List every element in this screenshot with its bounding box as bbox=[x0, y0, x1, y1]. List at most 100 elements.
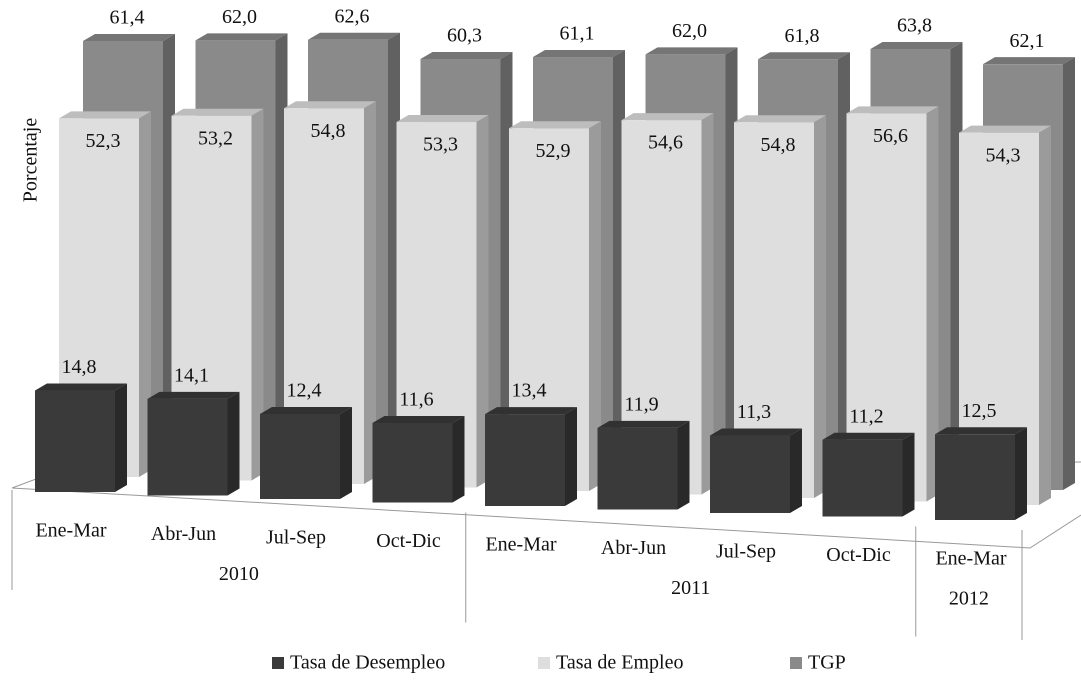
bar-top bbox=[171, 108, 264, 116]
value-label: 53,3 bbox=[423, 134, 458, 156]
bar-top bbox=[35, 383, 127, 391]
bar-top bbox=[959, 125, 1051, 133]
bar-side bbox=[589, 121, 601, 491]
bar-side bbox=[139, 111, 151, 477]
value-label: 62,0 bbox=[222, 6, 257, 28]
bar-side bbox=[364, 101, 376, 484]
value-label: 14,1 bbox=[174, 364, 209, 386]
bar-top bbox=[83, 33, 175, 41]
bar bbox=[35, 390, 115, 492]
bar-top bbox=[870, 42, 963, 50]
value-label: 12,4 bbox=[287, 380, 322, 402]
x-tick-label: Jul-Sep bbox=[266, 527, 326, 549]
bar-side bbox=[1039, 125, 1051, 506]
value-label: 63,8 bbox=[897, 15, 932, 37]
bar bbox=[597, 427, 678, 510]
value-label: 13,4 bbox=[512, 380, 547, 402]
value-label: 54,8 bbox=[311, 120, 346, 142]
legend-label: TGP bbox=[808, 652, 846, 674]
value-label: 14,8 bbox=[62, 356, 97, 378]
value-label: 61,8 bbox=[785, 25, 820, 47]
bar-side bbox=[926, 106, 939, 502]
value-label: 54,6 bbox=[648, 132, 683, 154]
bar-side bbox=[790, 428, 802, 513]
bar-top bbox=[372, 415, 465, 423]
bar-top bbox=[485, 407, 577, 415]
group-label: 2012 bbox=[949, 588, 989, 610]
bar-top bbox=[396, 115, 489, 123]
value-label: 11,6 bbox=[399, 389, 433, 411]
bar-side bbox=[701, 113, 714, 495]
bar-side bbox=[1063, 57, 1075, 491]
bar-side bbox=[677, 420, 690, 510]
bar-top bbox=[983, 57, 1075, 65]
bar-side bbox=[115, 383, 127, 492]
bar-side bbox=[565, 407, 577, 506]
bar-side bbox=[340, 406, 352, 499]
x-tick-label: Ene-Mar bbox=[485, 534, 556, 556]
x-tick-label: Ene-Mar bbox=[35, 520, 106, 542]
x-tick-label: Abr-Jun bbox=[151, 523, 216, 545]
bar-side bbox=[1015, 427, 1027, 520]
value-label: 12,5 bbox=[962, 400, 997, 422]
bar bbox=[260, 413, 340, 499]
legend-swatch bbox=[538, 657, 550, 669]
bar-side bbox=[452, 415, 465, 503]
group-label: 2011 bbox=[671, 577, 710, 599]
value-label: 53,2 bbox=[198, 127, 233, 149]
x-tick-label: Oct-Dic bbox=[376, 530, 441, 552]
x-tick-label: Jul-Sep bbox=[716, 541, 776, 563]
value-label: 54,3 bbox=[986, 144, 1021, 166]
value-label: 11,9 bbox=[624, 393, 658, 415]
x-tick-label: Abr-Jun bbox=[601, 537, 666, 559]
bar-top bbox=[308, 32, 400, 40]
bar-side bbox=[227, 391, 240, 496]
legend-label: Tasa de Empleo bbox=[556, 652, 683, 674]
value-label: 11,2 bbox=[849, 405, 883, 427]
legend-swatch bbox=[272, 657, 284, 669]
value-label: 61,4 bbox=[110, 7, 145, 29]
value-label: 62,6 bbox=[335, 5, 370, 27]
value-label: 62,0 bbox=[672, 20, 707, 42]
value-label: 60,3 bbox=[447, 25, 482, 47]
bar-top bbox=[195, 33, 288, 41]
bar-side bbox=[251, 108, 264, 481]
bar-side bbox=[476, 115, 489, 488]
value-label: 52,3 bbox=[86, 130, 121, 152]
bar bbox=[147, 398, 228, 496]
floor-front bbox=[11, 487, 1081, 549]
bar bbox=[372, 422, 453, 503]
bar-top bbox=[509, 121, 601, 129]
bar-top bbox=[533, 50, 625, 58]
bar bbox=[485, 414, 565, 506]
bar-top bbox=[846, 106, 939, 114]
bar-top bbox=[420, 52, 513, 60]
group-label: 2010 bbox=[219, 563, 259, 585]
bar-top bbox=[284, 101, 376, 109]
bar-top bbox=[59, 111, 151, 119]
value-label: 61,1 bbox=[560, 23, 595, 45]
legend-label: Tasa de Desempleo bbox=[290, 652, 445, 674]
bar-top bbox=[260, 406, 352, 414]
bar bbox=[935, 434, 1015, 520]
bar bbox=[822, 439, 903, 517]
bar-top bbox=[597, 420, 690, 428]
x-tick-label: Oct-Dic bbox=[826, 544, 891, 566]
value-label: 62,1 bbox=[1010, 30, 1045, 52]
bar bbox=[710, 435, 790, 513]
value-label: 52,9 bbox=[536, 140, 571, 162]
value-label: 11,3 bbox=[737, 401, 771, 423]
value-label: 54,8 bbox=[761, 134, 796, 156]
y-axis-label: Porcentaje bbox=[20, 118, 42, 203]
bar-top bbox=[710, 428, 802, 436]
bar-top bbox=[645, 47, 738, 55]
bar-side bbox=[902, 432, 915, 517]
bar-top bbox=[935, 427, 1027, 435]
bar-side bbox=[814, 115, 826, 498]
bar-top bbox=[822, 432, 915, 440]
bar-top bbox=[758, 52, 850, 60]
x-tick-label: Ene-Mar bbox=[935, 548, 1006, 570]
bar-top bbox=[147, 391, 240, 399]
